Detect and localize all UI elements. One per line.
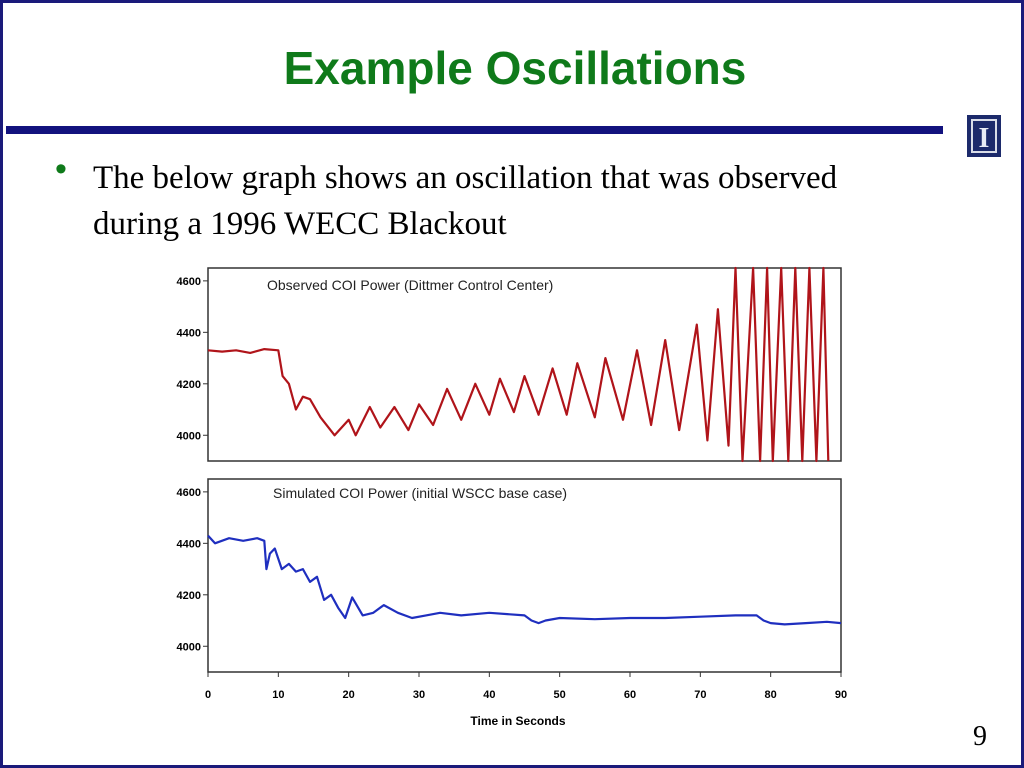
simulated-y-tick: 4600 bbox=[177, 487, 201, 499]
observed-y-tick: 4000 bbox=[177, 430, 201, 442]
simulated-series-line bbox=[207, 534, 842, 626]
x-tick-label: 40 bbox=[483, 689, 495, 701]
x-tick-label: 10 bbox=[272, 689, 284, 701]
university-logo-icon: I bbox=[967, 115, 1001, 157]
observed-y-tick: 4600 bbox=[177, 276, 201, 288]
x-axis-title: Time in Seconds bbox=[470, 714, 565, 728]
x-tick-label: 60 bbox=[624, 689, 636, 701]
bullet-text: The below graph shows an oscillation tha… bbox=[93, 160, 838, 242]
x-tick-label: 50 bbox=[554, 689, 566, 701]
title-divider bbox=[6, 126, 943, 134]
x-tick-label: 90 bbox=[835, 689, 847, 701]
slide-title: Example Oscillations bbox=[283, 42, 747, 94]
logo-letter: I bbox=[979, 123, 990, 154]
simulated-y-tick: 4400 bbox=[177, 538, 201, 550]
simulated-y-tick: 4000 bbox=[177, 641, 201, 653]
x-tick-label: 80 bbox=[765, 689, 777, 701]
observed-y-tick: 4200 bbox=[177, 379, 201, 391]
bullet-icon: • bbox=[55, 150, 67, 188]
x-tick-label: 20 bbox=[343, 689, 355, 701]
page-number: 9 bbox=[973, 721, 987, 752]
oscillation-chart: Observed COI Power (Dittmer Control Cent… bbox=[177, 266, 847, 728]
simulated-panel-title: Simulated COI Power (initial WSCC base c… bbox=[273, 485, 567, 501]
observed-y-tick: 4400 bbox=[177, 327, 201, 339]
simulated-plot-frame bbox=[207, 478, 842, 673]
x-tick-label: 0 bbox=[205, 689, 211, 701]
x-tick-label: 30 bbox=[413, 689, 425, 701]
simulated-panel: Simulated COI Power (initial WSCC base c… bbox=[177, 478, 847, 728]
observed-panel-title: Observed COI Power (Dittmer Control Cent… bbox=[267, 277, 553, 293]
observed-series-line bbox=[207, 266, 830, 463]
observed-panel: Observed COI Power (Dittmer Control Cent… bbox=[177, 266, 842, 463]
simulated-y-tick: 4200 bbox=[177, 590, 201, 602]
x-tick-label: 70 bbox=[694, 689, 706, 701]
observed-plot-frame bbox=[207, 267, 842, 462]
